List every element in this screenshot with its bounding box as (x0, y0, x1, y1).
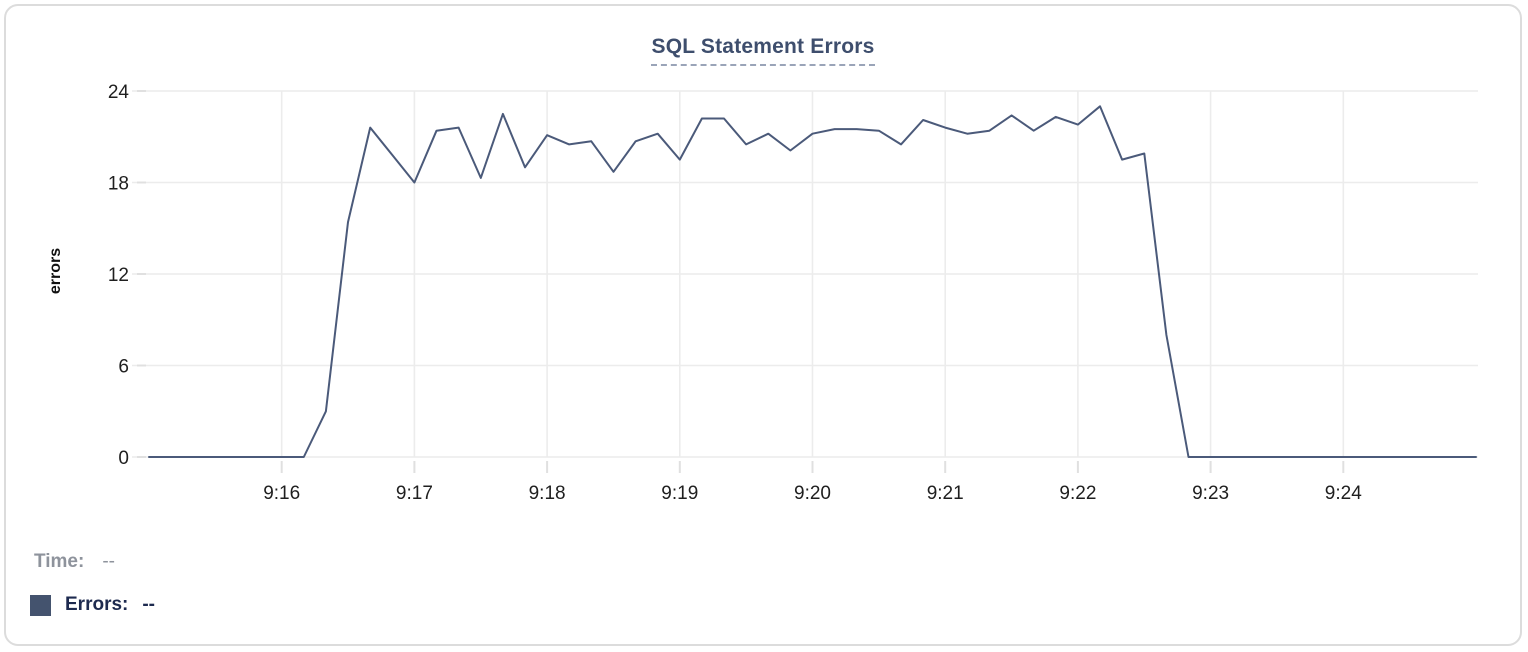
legend-time-label: Time: (34, 551, 85, 572)
x-tick-label: 9:22 (1059, 483, 1096, 504)
y-tick-label: 6 (118, 357, 129, 378)
errors-series-swatch (30, 594, 51, 616)
chart-title-wrap: SQL Statement Errors (6, 35, 1520, 66)
y-tick-label: 24 (108, 82, 130, 103)
errors-series-line (148, 105, 1477, 458)
x-tick-label: 9:23 (1192, 483, 1229, 504)
x-tick-label: 9:24 (1325, 483, 1362, 504)
x-tick-label: 9:20 (794, 483, 831, 504)
legend-errors-label: Errors: (65, 594, 129, 615)
x-tick-label: 9:21 (927, 483, 964, 504)
x-tick-label: 9:19 (661, 483, 698, 504)
legend-row-time: Time: -- (34, 551, 115, 573)
x-tick-label: 9:16 (263, 483, 300, 504)
chart-card: SQL Statement Errors errors 0 6 12 18 24 9:16… (4, 4, 1522, 646)
legend-row-errors: Errors: -- (30, 594, 155, 616)
chart-title[interactable]: SQL Statement Errors (651, 35, 875, 66)
y-tick-label: 18 (108, 174, 129, 195)
legend-time-value: -- (102, 551, 115, 572)
x-tick-label: 9:17 (396, 483, 433, 504)
y-tick-label: 0 (118, 448, 129, 469)
x-tick-label: 9:18 (529, 483, 566, 504)
legend-errors-value: -- (142, 594, 156, 615)
errors-line-chart[interactable]: 0 6 12 18 24 9:16 9:17 9:18 9:19 9:20 9:21 9:22 9:23… (6, 6, 1528, 526)
y-tick-label: 12 (108, 265, 129, 286)
